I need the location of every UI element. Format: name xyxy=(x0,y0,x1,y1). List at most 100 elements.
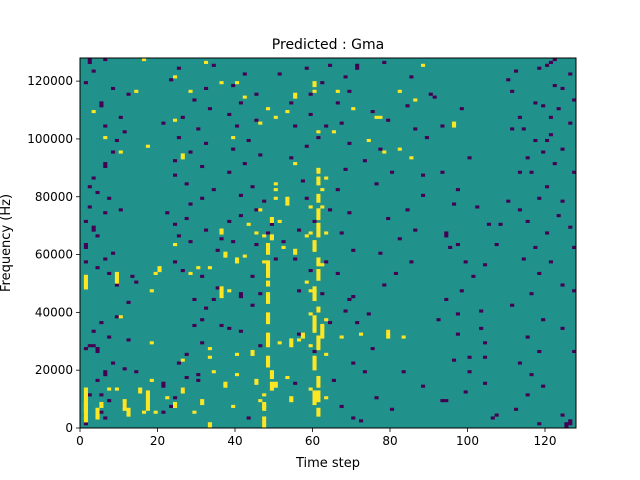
heatmap-cell-high xyxy=(316,269,321,281)
heatmap-cell-high xyxy=(324,396,329,400)
heatmap-cell-low xyxy=(95,266,100,270)
heatmap-cell-low xyxy=(312,219,317,223)
heatmap-cell-low xyxy=(289,101,294,105)
heatmap-cell-low xyxy=(87,344,92,348)
heatmap-cell-low xyxy=(111,150,116,154)
heatmap-cell-low xyxy=(347,141,352,145)
heatmap-cell-low xyxy=(320,292,325,296)
heatmap-cell-low xyxy=(111,251,116,255)
heatmap-cell-high xyxy=(262,234,267,238)
heatmap-cell-low xyxy=(91,228,96,232)
heatmap-cell-high xyxy=(316,208,321,221)
heatmap-cell-low xyxy=(572,289,577,293)
heatmap-cell-low xyxy=(176,361,181,365)
heatmap-cell-low xyxy=(548,133,553,137)
heatmap-cell-high xyxy=(351,107,356,111)
heatmap-cell-high xyxy=(262,260,267,264)
heatmap-cell-low xyxy=(238,214,243,218)
heatmap-cell-low xyxy=(362,370,367,374)
heatmap-cell-low xyxy=(204,141,209,145)
heatmap-cell-low xyxy=(227,170,232,174)
heatmap-cell-high xyxy=(266,355,271,368)
heatmap-cell-low xyxy=(459,289,464,293)
heatmap-cell-low xyxy=(568,225,573,229)
heatmap-cell-high xyxy=(316,306,321,313)
heatmap-cell-high xyxy=(107,387,112,391)
heatmap-cell-low xyxy=(192,98,197,102)
heatmap-cell-high xyxy=(316,390,321,403)
heatmap-cell-low xyxy=(378,147,383,151)
y-tick-label: 120000 xyxy=(27,74,73,88)
heatmap-cell-high xyxy=(397,89,402,93)
heatmap-cell-low xyxy=(122,367,127,371)
heatmap-cell-low xyxy=(87,58,92,64)
heatmap-cell-low xyxy=(405,104,410,108)
heatmap-cell-low xyxy=(231,240,236,244)
heatmap-cell-high xyxy=(266,332,271,348)
heatmap-cell-low xyxy=(382,60,387,64)
heatmap-cell-low xyxy=(111,86,116,90)
heatmap-cell-low xyxy=(328,321,333,325)
heatmap-cell-low xyxy=(258,292,263,296)
heatmap-cell-high xyxy=(231,136,236,140)
heatmap-cell-low xyxy=(173,159,178,163)
heatmap-cell-low xyxy=(293,257,298,261)
heatmap-cell-low xyxy=(304,196,309,200)
heatmap-cell-low xyxy=(568,72,573,76)
heatmap-cell-low xyxy=(517,170,522,174)
heatmap-cell-low xyxy=(459,107,464,111)
heatmap-cell-low xyxy=(440,399,445,403)
heatmap-background xyxy=(80,58,576,428)
heatmap-cell-high xyxy=(188,271,193,275)
heatmap-cell-high xyxy=(99,401,104,408)
heatmap-cell-low xyxy=(169,78,174,82)
heatmap-cell-low xyxy=(541,384,546,388)
heatmap-cell-low xyxy=(126,300,131,304)
heatmap-cell-low xyxy=(560,86,565,90)
heatmap-cell-low xyxy=(483,381,488,385)
heatmap-cell-low xyxy=(250,274,255,278)
heatmap-cell-low xyxy=(246,138,251,143)
heatmap-cell-low xyxy=(246,416,251,420)
x-tick-label: 120 xyxy=(534,434,557,448)
heatmap-cell-low xyxy=(517,361,522,365)
heatmap-cell-high xyxy=(180,387,185,394)
y-tick-label: 100000 xyxy=(27,132,73,146)
heatmap-cell-high xyxy=(262,401,267,411)
heatmap-cell-low xyxy=(525,393,530,397)
heatmap-cell-low xyxy=(572,170,577,174)
heatmap-cell-high xyxy=(83,401,88,414)
heatmap-cell-low xyxy=(517,115,522,119)
heatmap-cell-low xyxy=(463,390,468,394)
heatmap-cell-low xyxy=(238,292,243,299)
heatmap-cell-high xyxy=(266,260,271,267)
heatmap-cell-low xyxy=(552,84,557,88)
heatmap-cell-low xyxy=(126,92,131,96)
heatmap-cell-low xyxy=(91,176,96,180)
heatmap-cell-high xyxy=(374,115,379,119)
heatmap-cell-low xyxy=(545,138,550,143)
heatmap-cell-low xyxy=(99,410,104,414)
heatmap-cell-low xyxy=(525,335,530,339)
heatmap-cell-high xyxy=(273,182,278,186)
heatmap-cell-high xyxy=(273,115,278,119)
heatmap-cell-high xyxy=(173,118,178,122)
heatmap-cell-low xyxy=(266,231,271,235)
heatmap-cell-high xyxy=(316,407,321,417)
heatmap-cell-low xyxy=(382,283,387,287)
heatmap-cell-low xyxy=(572,245,577,249)
heatmap-cell-low xyxy=(529,292,534,296)
heatmap-cell-low xyxy=(269,222,274,226)
heatmap-cell-low xyxy=(95,190,100,195)
heatmap-cell-low xyxy=(421,384,426,388)
heatmap-cell-low xyxy=(312,349,317,354)
heatmap-cell-high xyxy=(118,315,123,319)
heatmap-cell-low xyxy=(386,118,391,122)
heatmap-cell-low xyxy=(362,159,367,163)
heatmap-cell-high xyxy=(320,263,325,267)
heatmap-cell-low xyxy=(514,69,519,73)
heatmap-cell-high xyxy=(293,248,298,255)
heatmap-cell-high xyxy=(335,89,340,93)
heatmap-cell-high xyxy=(304,234,309,238)
heatmap-cell-low xyxy=(169,404,174,408)
